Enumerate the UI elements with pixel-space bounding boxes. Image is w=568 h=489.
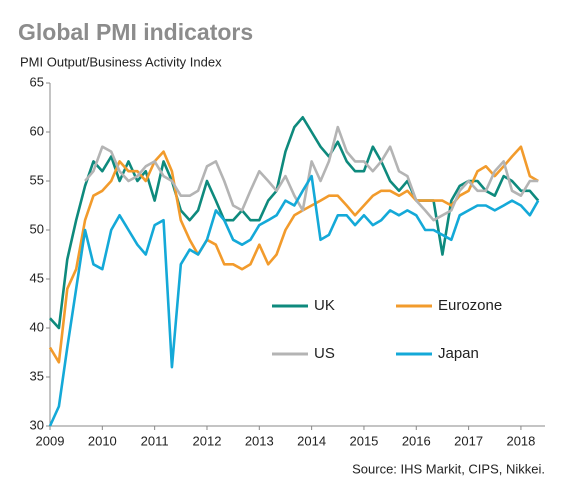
x-tick-label: 2011 [141, 433, 169, 448]
y-tick-label: 60 [30, 123, 44, 138]
legend-label: Eurozone [438, 297, 502, 314]
y-tick-label: 55 [30, 172, 44, 187]
series-line [48, 174, 540, 427]
series-line [84, 125, 539, 222]
x-tick-label: 2012 [193, 433, 222, 448]
series-line [48, 145, 539, 364]
source-note: Source: IHS Markit, CIPS, Nikkei. [352, 461, 545, 476]
y-tick-label: 65 [30, 74, 44, 89]
x-tick-label: 2010 [88, 433, 117, 448]
x-tick-label: 2017 [454, 433, 483, 448]
x-tick-label: 2013 [245, 433, 274, 448]
y-tick-label: 35 [30, 368, 44, 383]
legend-label: Japan [438, 345, 479, 362]
x-tick-label: 2009 [36, 433, 65, 448]
legend-label: US [314, 345, 335, 362]
y-tick-label: 45 [30, 270, 44, 285]
y-tick-label: 30 [30, 417, 44, 432]
x-tick-label: 2018 [506, 433, 535, 448]
series-line [49, 116, 540, 330]
x-tick-label: 2014 [297, 433, 326, 448]
legend-label: UK [314, 297, 335, 314]
chart-title: Global PMI indicators [18, 19, 253, 45]
x-tick-label: 2015 [349, 433, 378, 448]
chart-subtitle: PMI Output/Business Activity Index [20, 54, 222, 69]
y-tick-label: 40 [30, 319, 44, 334]
x-tick-label: 2016 [402, 433, 431, 448]
y-tick-label: 50 [30, 221, 44, 236]
